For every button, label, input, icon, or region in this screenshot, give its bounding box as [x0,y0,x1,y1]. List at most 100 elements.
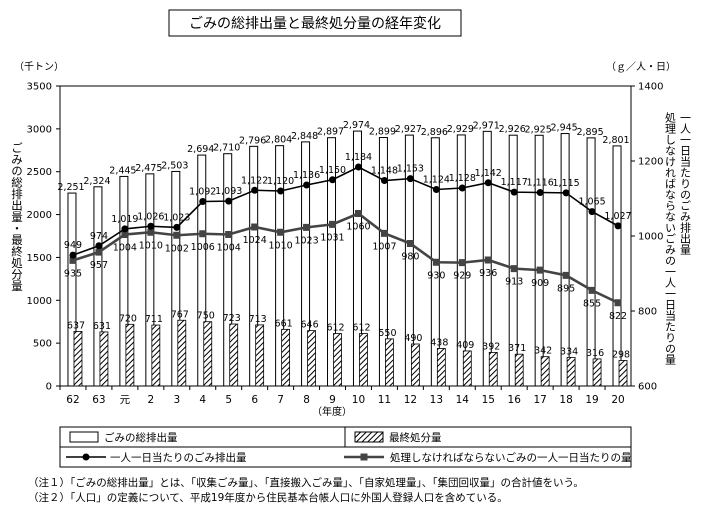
treat-per-capita-label: 895 [557,283,575,294]
x-tick-label: 10 [352,394,365,406]
total-emission-bar [301,141,311,387]
total-emission-bar [586,137,596,387]
total-emission-bar [145,173,155,387]
treat-per-capita-point [147,228,155,236]
x-tick-label: 17 [533,394,546,406]
x-tick-label: 9 [329,394,336,406]
total-emission-bar [404,134,414,387]
legend: ごみの総排出量 最終処分量 一人一日当たりのごみ排出量 処理しなければならないご… [59,426,632,468]
final-disposal-bar [410,343,420,387]
left-tick-label: 3500 [27,82,52,93]
total-emission-label: 2,848 [291,131,318,142]
per-capita-emission-label: 1,027 [604,211,631,222]
total-emission-label: 2,899 [369,127,396,138]
x-tick-label: 13 [430,394,443,406]
final-disposal-bar [255,324,265,387]
total-emission-label: 2,929 [447,124,474,135]
per-capita-emission-point [69,251,77,259]
x-tick-label: 20 [611,394,624,406]
total-emission-label: 2,896 [421,127,448,138]
left-tick-label: 2000 [27,210,52,221]
final-disposal-label: 720 [119,313,137,324]
right-tick-label: 1000 [638,232,663,243]
per-capita-emission-point [484,179,492,187]
final-disposal-bar [618,360,628,387]
total-emission-label: 2,324 [83,176,110,187]
total-emission-bar [249,145,259,387]
total-emission-label: 2,974 [343,120,370,131]
x-tick-label: 7 [277,394,284,406]
per-capita-emission-label: 1,115 [553,178,580,189]
treat-per-capita-label: 1007 [372,241,396,252]
treat-per-capita-label: 929 [453,271,471,282]
final-disposal-bar [488,351,498,387]
treat-per-capita-point [380,229,388,237]
final-disposal-label: 711 [145,314,163,325]
treat-per-capita-point [225,231,233,238]
treat-per-capita-point [562,271,570,279]
treat-per-capita-label: 1010 [269,240,293,251]
total-emission-label: 2,251 [57,182,84,193]
per-capita-emission-label: 1,019 [111,214,138,225]
final-disposal-label: 713 [249,314,267,325]
chart-title: ごみの総排出量と最終処分量の経年変化 [189,15,441,32]
x-tick-label: 63 [92,394,105,406]
final-disposal-bar [514,353,524,387]
x-axis-title: （年度） [312,405,352,418]
x-tick-label: 8 [303,394,310,406]
per-capita-emission-point [380,177,388,184]
x-tick-label: 2 [147,394,154,406]
legend-final-label: 最終処分量 [389,431,442,444]
final-disposal-label: 767 [171,309,189,320]
per-capita-emission-point [95,242,103,250]
treat-per-capita-point [121,231,129,238]
final-disposal-label: 612 [352,323,370,334]
treat-per-capita-line [72,212,619,304]
final-disposal-label: 316 [586,348,604,359]
total-emission-bar [119,175,129,387]
x-tick-label: 16 [508,394,522,406]
per-capita-emission-point [199,198,207,205]
total-emission-label: 2,796 [239,135,266,146]
treat-per-capita-point [173,231,181,239]
final-disposal-label: 342 [534,346,552,357]
treat-per-capita-point [510,265,518,273]
treat-per-capita-label: 913 [505,277,523,288]
final-disposal-label: 723 [223,313,241,324]
total-emission-bar [612,145,622,387]
right-axis-unit: （ｇ／人・日） [606,61,676,73]
per-capita-emission-point [354,163,362,171]
treat-per-capita-label: 909 [531,278,549,289]
treat-per-capita-label: 980 [401,252,419,263]
final-disposal-bar [592,358,602,387]
final-disposal-bar [229,323,239,387]
final-disposal-bar [203,321,213,387]
per-capita-emission-point [406,175,414,183]
total-emission-bar [560,133,570,387]
per-capita-emission-label: 1,128 [449,173,476,184]
legend-percapita-label: 一人一日当たりのごみ排出量 [110,451,247,464]
x-tick-label: 元 [120,394,131,406]
x-tick-label: 12 [404,394,417,406]
final-disposal-bar [99,331,109,387]
final-disposal-bar [566,356,576,387]
right-tick-label: 1200 [638,157,663,168]
left-tick-label: 1000 [27,296,52,307]
per-capita-emission-point [510,188,518,196]
total-emission-label: 2,927 [395,124,422,135]
final-disposal-label: 371 [508,343,526,354]
total-emission-bar [171,170,181,387]
x-tick-label: 6 [251,394,258,406]
per-capita-emission-label: 949 [64,240,82,251]
total-emission-label: 2,503 [161,160,188,171]
treat-per-capita-point [199,230,207,238]
per-capita-emission-label: 1,026 [137,211,164,222]
per-capita-emission-point [588,208,596,216]
per-capita-emission-line [72,166,619,256]
final-disposal-label: 631 [93,321,111,332]
left-tick-label: 0 [46,382,52,393]
per-capita-emission-point [303,181,311,189]
treat-per-capita-point [69,256,77,264]
per-capita-emission-point [147,222,155,230]
